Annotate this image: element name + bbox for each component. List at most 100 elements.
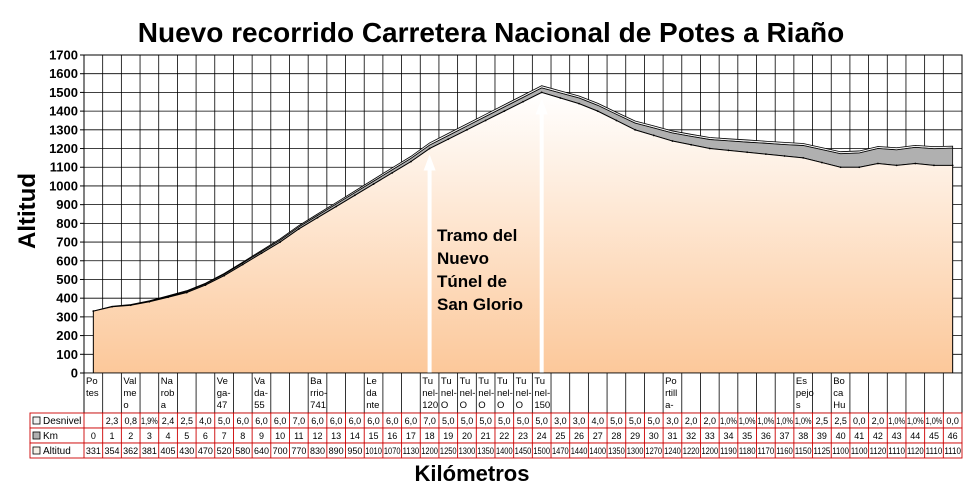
annotation-text: Nuevo bbox=[437, 249, 489, 268]
y-tick-label: 200 bbox=[56, 328, 78, 343]
table-cell: 5,0 bbox=[648, 416, 661, 426]
table-cell: 0 bbox=[91, 431, 96, 441]
altitud-point bbox=[671, 140, 674, 142]
y-tick-label: 300 bbox=[56, 309, 78, 324]
place-label: Va bbox=[254, 376, 266, 387]
table-cell: 29 bbox=[630, 431, 640, 441]
table-row-name: Km bbox=[43, 431, 58, 442]
altitud-point bbox=[353, 194, 356, 197]
altitud-point bbox=[820, 161, 823, 164]
table-cell: 38 bbox=[798, 431, 808, 441]
table-cell: 17 bbox=[406, 431, 416, 441]
y-tick-label: 1200 bbox=[49, 141, 78, 156]
table-cell: 6,0 bbox=[330, 416, 343, 426]
table-cell: 36 bbox=[761, 431, 771, 441]
table-cell: 1500 bbox=[533, 446, 550, 456]
y-tick-label: 1000 bbox=[49, 178, 78, 193]
altitud-point bbox=[690, 143, 693, 146]
y-tick-label: 0 bbox=[71, 366, 78, 381]
table-cell: 6,0 bbox=[405, 416, 418, 426]
altitud-point bbox=[559, 97, 562, 99]
altitud-point bbox=[914, 162, 917, 165]
table-cell: 890 bbox=[329, 446, 344, 456]
place-label: Na bbox=[161, 376, 174, 387]
table-cell: 19 bbox=[443, 431, 453, 441]
table-cell: 1170 bbox=[758, 446, 775, 456]
place-label: Es bbox=[796, 376, 807, 387]
table-cell: 1270 bbox=[645, 446, 662, 456]
place-label: nel- bbox=[497, 388, 513, 399]
table-cell: 354 bbox=[105, 446, 120, 456]
table-cell: 2,0 bbox=[704, 416, 717, 426]
table-cell: 1450 bbox=[515, 446, 532, 456]
table-cell: 1100 bbox=[832, 446, 849, 456]
place-label: Hu bbox=[833, 400, 845, 411]
table-cell: 950 bbox=[347, 446, 362, 456]
place-label: Ve bbox=[217, 376, 228, 387]
plot-area: 0 100 200 300 400 500 600 700 800 900 1000 1100 1200… bbox=[49, 48, 963, 414]
altitud-point bbox=[596, 110, 599, 113]
table-cell: 1190 bbox=[720, 446, 737, 456]
y-tick-label: 1500 bbox=[49, 85, 78, 100]
table-cell: 6,0 bbox=[386, 416, 399, 426]
altitud-point bbox=[727, 149, 730, 152]
table-cell: 1 bbox=[110, 431, 115, 441]
altitud-point bbox=[652, 134, 655, 137]
table-cell: 2,0 bbox=[685, 416, 698, 426]
table-cell: 12 bbox=[313, 431, 323, 441]
table-cell: 3,0 bbox=[573, 416, 586, 426]
place-label: Tu bbox=[422, 376, 433, 387]
x-axis-title: Kilómetros bbox=[415, 461, 530, 486]
table-cell: 22 bbox=[499, 431, 509, 441]
table-cell: 21 bbox=[481, 431, 491, 441]
place-label: O bbox=[516, 400, 523, 411]
table-cell: 580 bbox=[235, 446, 250, 456]
place-label: Po bbox=[665, 376, 677, 387]
place-label: tes bbox=[86, 388, 99, 399]
table-row-name: Altitud bbox=[43, 446, 71, 457]
table-cell: 1,9% bbox=[141, 416, 158, 426]
altitud-point bbox=[877, 162, 879, 165]
table-cell: 7 bbox=[222, 431, 227, 441]
table-cell: 7,0 bbox=[423, 416, 436, 426]
table-cell: 8 bbox=[240, 431, 245, 441]
annotation-arrow-head bbox=[423, 154, 436, 171]
table-cell: 33 bbox=[705, 431, 715, 441]
altitud-point bbox=[167, 296, 169, 299]
table-cell: 1070 bbox=[384, 446, 401, 456]
table-cell: 1110 bbox=[944, 446, 961, 456]
table-cell: 2,3 bbox=[106, 416, 119, 426]
place-label: O bbox=[441, 400, 448, 411]
table-cell: 44 bbox=[910, 431, 920, 441]
altitud-point bbox=[951, 164, 954, 167]
table-cell: 1,0% bbox=[795, 416, 812, 426]
altitud-point bbox=[447, 138, 450, 141]
place-label: O bbox=[460, 400, 467, 411]
table-cell: 6,0 bbox=[367, 416, 380, 426]
altitud-point bbox=[410, 160, 412, 163]
table-cell: 1400 bbox=[589, 446, 606, 456]
table-legend-swatch bbox=[32, 431, 41, 440]
place-label: o bbox=[123, 400, 128, 411]
y-tick-label: 800 bbox=[56, 216, 78, 231]
table-cell: 1200 bbox=[701, 446, 718, 456]
table-cell: 18 bbox=[425, 431, 435, 441]
table-cell: 1220 bbox=[683, 446, 700, 456]
place-label: rrio- bbox=[310, 388, 327, 399]
table-cell: 31 bbox=[667, 431, 677, 441]
table-cell: 16 bbox=[387, 431, 397, 441]
table-cell: 37 bbox=[780, 431, 790, 441]
table-cell: 15 bbox=[369, 431, 379, 441]
place-label: O bbox=[497, 400, 504, 411]
table-cell: 42 bbox=[873, 431, 883, 441]
table-cell: 2,4 bbox=[162, 416, 175, 426]
table-cell: 1120 bbox=[870, 446, 887, 456]
table-cell: 1160 bbox=[776, 446, 793, 456]
table-cell: 1180 bbox=[739, 446, 756, 456]
place-label: nel- bbox=[460, 388, 476, 399]
place-label: Po bbox=[86, 376, 98, 387]
place-label: Le bbox=[366, 376, 377, 387]
altitud-point bbox=[802, 156, 805, 159]
place-label: da- bbox=[254, 388, 268, 399]
